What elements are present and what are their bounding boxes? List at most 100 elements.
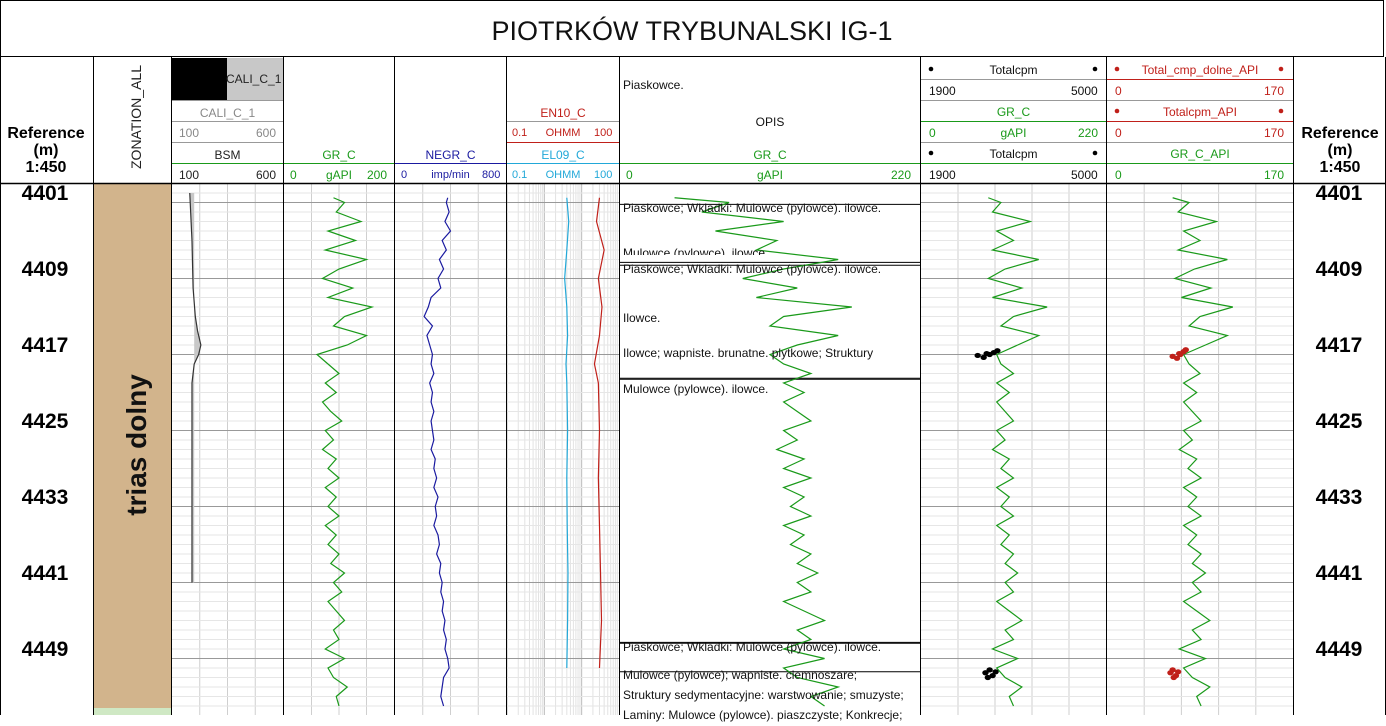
cali-max: 600: [256, 126, 277, 140]
totalcpm-api-min: 0: [1115, 126, 1122, 140]
opis-description: Piaskowce; Wkladki: Mulowce (pylowce). i…: [623, 640, 882, 654]
gr-unit: gAPI: [325, 168, 352, 182]
en10-max: 100: [594, 127, 613, 139]
legend-marker: [1092, 66, 1098, 72]
next-zone-fill: [94, 708, 172, 715]
data-point: [1173, 355, 1181, 361]
opis-top-text: Piaskowce.: [623, 78, 684, 92]
curve-negr_c: [423, 197, 452, 707]
cali-min: 100: [179, 126, 200, 140]
legend-marker: [1114, 66, 1120, 72]
totalcpm-api-max: 170: [1264, 126, 1285, 140]
negr-unit: imp/min: [431, 169, 470, 181]
totalcpm-min-2: 1900: [929, 168, 956, 182]
opis-description: Piaskowce; Wkladki: Mulowce (pylowce). i…: [623, 201, 882, 215]
en10-min: 0.1: [512, 127, 528, 139]
opis-gr-min: 0: [626, 168, 633, 182]
legend-marker: [1092, 150, 1098, 156]
reference-scale: 1:450: [1319, 159, 1361, 176]
curve-el09_c: [564, 197, 570, 669]
negr-max: 800: [482, 169, 501, 181]
total-cmp-dolne-api-min: 0: [1115, 84, 1122, 98]
data-point: [1176, 350, 1183, 357]
gr-c-api-name: GR_C_API: [1170, 147, 1230, 161]
legend-marker: [928, 150, 934, 156]
total-cmp-dolne-api-name: Total_cmp_dolne_API: [1141, 63, 1259, 77]
data-point: [992, 669, 999, 675]
depth-label-left-4449: 4449: [21, 638, 69, 661]
curve-cali_c_1: [189, 192, 202, 583]
opis-description: Ilowce; wapniste. brunatne. plytkowe; St…: [623, 346, 874, 360]
curve-en10_c: [593, 197, 605, 669]
legend-marker: [1278, 66, 1284, 72]
gr-c-api-max: 170: [1264, 168, 1285, 182]
depth-label-right-4433: 4433: [1315, 486, 1363, 509]
zone-fill: [94, 183, 172, 708]
bsm-max: 600: [256, 168, 277, 182]
totalcpm-api-name: Totalcpm_API: [1162, 105, 1238, 119]
totalcpm-max: 5000: [1071, 84, 1098, 98]
data-point: [1167, 670, 1174, 676]
total-gr-name: GR_C: [996, 105, 1031, 119]
curve-gr_c: [986, 197, 1048, 707]
reference-label: Reference: [7, 125, 85, 142]
opis-description: Mulowce (pylowce). ilowce.: [623, 382, 769, 396]
reference-unit: (m): [33, 142, 59, 159]
curve-gr_c: [674, 197, 852, 707]
opis-gr-unit: gAPI: [756, 168, 783, 182]
depth-label-right-4425: 4425: [1315, 410, 1363, 433]
el09-name: EL09_C: [541, 148, 585, 162]
data-point: [983, 350, 990, 357]
el09-unit: OHMM: [545, 169, 581, 181]
totalcpm-max-2: 5000: [1071, 168, 1098, 182]
depth-label-left-4401: 4401: [21, 182, 69, 205]
depth-label-right-4449: 4449: [1315, 638, 1363, 661]
depth-label-right-4409: 4409: [1315, 258, 1363, 281]
zone-label: trias dolny: [121, 374, 152, 516]
total-cmp-dolne-api-max: 170: [1264, 84, 1285, 98]
gr-c-api-min: 0: [1115, 168, 1122, 182]
en10-unit: OHMM: [545, 127, 581, 139]
bsm-min: 100: [179, 168, 200, 182]
curve-gr_c_api: [1172, 197, 1233, 707]
data-point: [984, 674, 992, 681]
chart-title: PIOTRKÓW TRYBUNALSKI IG-1: [0, 0, 1384, 57]
data-point: [1174, 669, 1182, 675]
gr-name: GR_C: [322, 148, 356, 162]
totalcpm-name: Totalcpm: [989, 63, 1038, 77]
gr-max: 200: [367, 168, 388, 182]
opis-gr-name: GR_C: [753, 148, 787, 162]
cali-legend-label: CALI_C_1: [226, 72, 282, 86]
data-point: [989, 673, 996, 679]
depth-label-right-4417: 4417: [1315, 334, 1363, 357]
reference-unit: (m): [1327, 142, 1353, 159]
cali-legend-fill: [172, 58, 227, 100]
depth-label-right-4401: 4401: [1315, 182, 1363, 205]
gr-min: 0: [290, 168, 297, 182]
depth-label-left-4409: 4409: [21, 258, 69, 281]
depth-label-left-4441: 4441: [21, 562, 69, 585]
opis-description: Mulowce (pylowce); wapniste. ciemnoszare…: [623, 668, 858, 682]
depth-label-right-4441: 4441: [1315, 562, 1363, 585]
data-point: [986, 667, 993, 673]
total-gr-min: 0: [929, 126, 936, 140]
total-gr-max: 220: [1078, 126, 1099, 140]
data-point: [980, 354, 987, 360]
data-point: [974, 352, 981, 359]
totalcpm-min: 1900: [929, 84, 956, 98]
cali-name: CALI_C_1: [199, 106, 256, 120]
reference-scale: 1:450: [25, 159, 67, 176]
opis-description: Struktury sedymentacyjne: warstwowanie; …: [623, 688, 904, 702]
opis-name: OPIS: [755, 115, 785, 129]
zonation-header: ZONATION_ALL: [128, 65, 144, 169]
data-point: [1170, 674, 1177, 681]
el09-min: 0.1: [512, 169, 528, 181]
legend-marker: [1114, 108, 1120, 114]
en10-name: EN10_C: [540, 106, 586, 120]
opis-description: Piaskowce; Wkladki: Mulowce (pylowce). i…: [623, 262, 882, 276]
cali-legend-swatch: [227, 58, 283, 100]
reference-header-right: Reference (m) 1:450: [1294, 125, 1386, 176]
data-point: [994, 348, 1001, 354]
negr-name: NEGR_C: [425, 148, 476, 162]
